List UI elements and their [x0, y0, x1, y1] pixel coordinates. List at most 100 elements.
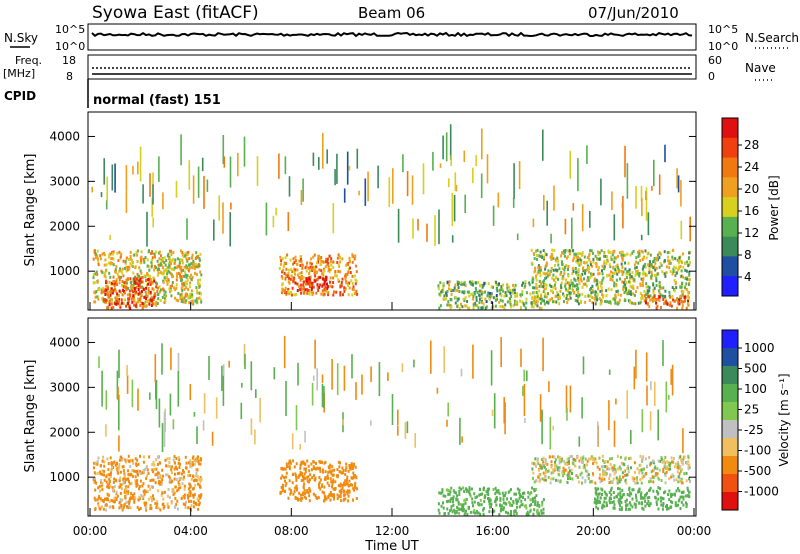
- range-cell: [438, 511, 441, 515]
- range-cell: [567, 298, 570, 301]
- range-cell: [664, 466, 667, 470]
- range-streak: [377, 165, 379, 189]
- range-cell: [168, 264, 171, 268]
- range-cell: [624, 261, 627, 265]
- range-cell: [159, 476, 162, 480]
- range-cell: [595, 263, 598, 267]
- range-cell: [342, 498, 345, 502]
- range-cell: [539, 464, 542, 468]
- range-cell: [618, 270, 620, 274]
- range-cell: [100, 481, 103, 484]
- range-cell: [158, 479, 161, 483]
- range-cell: [294, 272, 296, 276]
- range-cell: [324, 476, 327, 479]
- range-cell: [682, 457, 685, 461]
- range-cell: [115, 497, 118, 501]
- range-streak: [356, 148, 359, 169]
- range-cell: [184, 506, 187, 509]
- range-cell: [168, 478, 171, 482]
- range-cell: [572, 256, 575, 260]
- range-cell: [473, 500, 476, 504]
- range-cell: [293, 293, 296, 297]
- range-cell: [654, 298, 657, 302]
- range-cell: [603, 267, 606, 271]
- range-cell: [179, 275, 182, 279]
- range-cell: [469, 494, 472, 498]
- nsearch-label: N.Search: [745, 31, 799, 45]
- range-cell: [125, 265, 128, 269]
- range-cell: [101, 505, 103, 509]
- range-cell: [541, 463, 544, 467]
- range-cell: [524, 284, 527, 288]
- range-cell: [165, 275, 168, 279]
- range-cell: [516, 487, 519, 491]
- range-streak: [332, 203, 335, 234]
- range-cell: [174, 258, 177, 262]
- range-cell: [118, 297, 120, 301]
- range-cell: [285, 262, 288, 265]
- range-cell: [319, 478, 322, 482]
- range-cell: [560, 281, 563, 285]
- range-cell: [550, 477, 553, 481]
- range-cell: [190, 277, 193, 281]
- range-cell: [649, 262, 651, 265]
- range-cell: [596, 465, 599, 469]
- range-cell: [501, 491, 504, 495]
- power-colorbar-swatch: [722, 197, 738, 218]
- range-cell: [685, 288, 688, 291]
- range-cell: [583, 463, 586, 467]
- range-cell: [281, 489, 284, 492]
- freq-unit: [MHz]: [3, 67, 35, 80]
- range-cell: [528, 281, 531, 285]
- range-cell: [173, 491, 176, 495]
- range-cell: [606, 465, 609, 469]
- x-tick-label: 16:00: [475, 524, 510, 538]
- range-cell: [344, 479, 347, 483]
- range-cell: [339, 484, 342, 488]
- range-cell: [318, 285, 321, 289]
- range-cell: [318, 482, 320, 486]
- range-cell: [558, 267, 561, 271]
- range-cell: [118, 479, 121, 483]
- range-cell: [532, 471, 535, 475]
- range-cell: [502, 283, 504, 287]
- range-cell: [479, 493, 482, 496]
- range-cell: [114, 463, 117, 467]
- range-cell: [106, 483, 109, 487]
- range-cell: [147, 291, 150, 295]
- range-streak: [161, 343, 163, 375]
- range-cell: [326, 481, 329, 485]
- range-cell: [521, 300, 524, 304]
- range-cell: [655, 276, 658, 280]
- range-streak: [125, 165, 128, 192]
- range-cell: [195, 474, 198, 478]
- range-cell: [658, 285, 661, 288]
- range-cell: [677, 464, 680, 468]
- range-cell: [604, 496, 607, 500]
- range-cell: [607, 287, 610, 291]
- range-cell: [595, 499, 598, 503]
- range-cell: [190, 262, 193, 266]
- range-cell: [344, 287, 347, 291]
- range-cell: [571, 283, 574, 287]
- range-cell: [540, 285, 543, 289]
- range-cell: [146, 474, 148, 478]
- range-cell: [618, 501, 621, 505]
- range-cell: [471, 292, 474, 296]
- range-cell: [458, 493, 461, 496]
- range-cell: [498, 513, 501, 516]
- range-cell: [133, 492, 136, 496]
- range-streak: [401, 363, 404, 373]
- range-cell: [620, 501, 623, 504]
- range-cell: [161, 264, 164, 268]
- range-cell: [622, 270, 625, 274]
- range-cell: [577, 273, 580, 277]
- range-cell: [642, 475, 645, 478]
- range-cell: [125, 458, 128, 462]
- range-cell: [320, 269, 323, 273]
- range-streak: [662, 340, 664, 366]
- range-cell: [183, 274, 186, 278]
- range-cell: [536, 300, 539, 304]
- range-cell: [538, 504, 541, 508]
- range-cell: [598, 492, 601, 496]
